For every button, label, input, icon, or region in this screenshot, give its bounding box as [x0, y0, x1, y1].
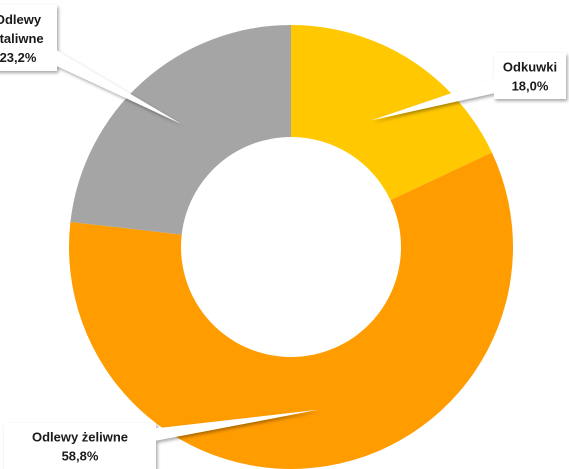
- callout-box: [0, 5, 57, 71]
- callout-odkuwki: [371, 53, 566, 121]
- callout-odlewy-żeliwne: [4, 409, 318, 469]
- slice-odlewy-żeliwne: [69, 152, 514, 469]
- callout-odlewy-staliwne: [0, 5, 182, 124]
- slice-odkuwki: [291, 25, 492, 201]
- slice-odlewy-staliwne: [70, 25, 291, 235]
- callout-box: [494, 53, 566, 99]
- data-label-name: Odlewy żeliwne: [32, 430, 128, 445]
- data-label-name: Odlewy: [0, 12, 42, 27]
- callout-pointer: [371, 67, 533, 121]
- data-label-name: Odkuwki: [503, 60, 557, 75]
- data-label-value: 18,0%: [512, 79, 549, 94]
- callout-box: [4, 423, 156, 469]
- data-label-value: 58,8%: [62, 449, 99, 464]
- data-label-value: 23,2%: [0, 50, 37, 65]
- data-label-name: staliwne: [0, 31, 44, 46]
